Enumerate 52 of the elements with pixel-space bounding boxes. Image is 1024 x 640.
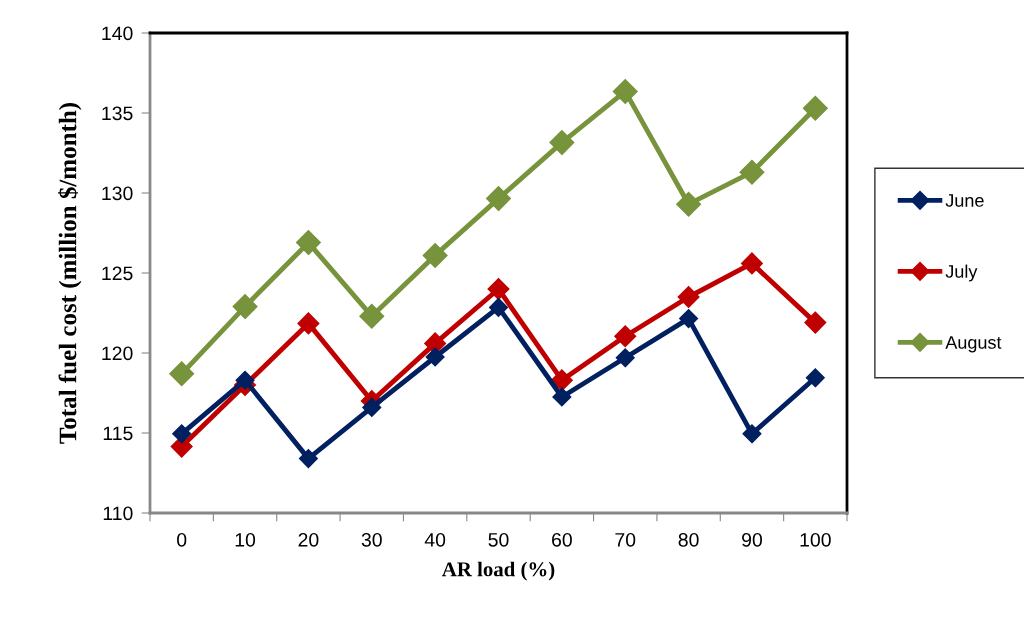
- point: [169, 361, 195, 387]
- y-axis-title: Total fuel cost (million $/month): [58, 103, 82, 444]
- point: [362, 397, 382, 417]
- point: [615, 348, 635, 368]
- x-tick-label: 40: [424, 532, 446, 547]
- point: [232, 294, 258, 320]
- x-tick-label: 100: [800, 532, 831, 547]
- point: [549, 130, 575, 156]
- legend-label: June: [945, 194, 984, 207]
- point: [235, 370, 255, 390]
- point: [297, 312, 320, 335]
- point: [676, 191, 702, 217]
- point: [612, 78, 638, 104]
- point: [742, 424, 762, 444]
- point: [739, 159, 765, 185]
- y-tick-label: 120: [102, 346, 133, 361]
- y-tick-label: 130: [102, 186, 133, 201]
- point: [359, 303, 385, 329]
- y-tick-label: 135: [102, 106, 133, 121]
- y-tick-label: 115: [103, 426, 133, 441]
- point: [487, 277, 510, 301]
- point: [740, 252, 763, 275]
- x-tick-label: 30: [361, 532, 382, 547]
- x-tick-label: 0: [177, 532, 187, 547]
- point: [677, 285, 700, 309]
- point: [550, 369, 573, 392]
- x-tick-label: 60: [552, 532, 572, 547]
- legend-label: July: [945, 264, 978, 282]
- point: [172, 424, 192, 444]
- x-tick-label: 80: [678, 532, 699, 547]
- point: [679, 309, 699, 329]
- x-tick-label: 10: [235, 532, 256, 547]
- point: [425, 347, 445, 367]
- point: [805, 368, 825, 388]
- point: [488, 297, 509, 317]
- x-axis-title: AR load (%): [441, 561, 555, 581]
- y-tick-label: 140: [102, 26, 133, 41]
- point: [295, 230, 321, 256]
- x-tick-label: 70: [615, 532, 636, 547]
- point: [614, 325, 637, 348]
- point: [802, 95, 828, 121]
- point: [298, 449, 318, 469]
- x-tick-label: 90: [742, 532, 763, 547]
- legend-label: August: [945, 336, 1002, 353]
- y-tick-label: 110: [103, 506, 133, 521]
- y-tick-label: 125: [102, 266, 133, 281]
- point: [804, 311, 827, 334]
- x-tick-label: 20: [298, 532, 319, 547]
- x-tick-label: 50: [488, 532, 509, 547]
- point: [422, 242, 448, 268]
- point: [552, 387, 572, 407]
- point: [486, 186, 511, 212]
